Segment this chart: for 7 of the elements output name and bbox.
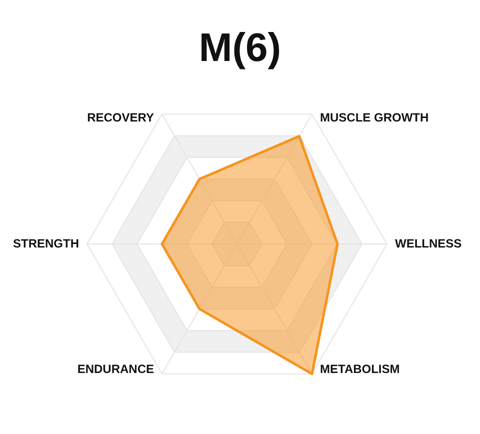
spoke-label: MUSCLE GROWTH xyxy=(320,110,429,124)
spoke-label: RECOVERY xyxy=(87,110,154,124)
spoke-label: ENDURANCE xyxy=(77,362,154,376)
spoke-label: STRENGTH xyxy=(13,236,79,250)
spoke-label: METABOLISM xyxy=(320,362,400,376)
chart-title: M(6) xyxy=(198,25,282,72)
spoke-label: WELLNESS xyxy=(395,236,462,250)
